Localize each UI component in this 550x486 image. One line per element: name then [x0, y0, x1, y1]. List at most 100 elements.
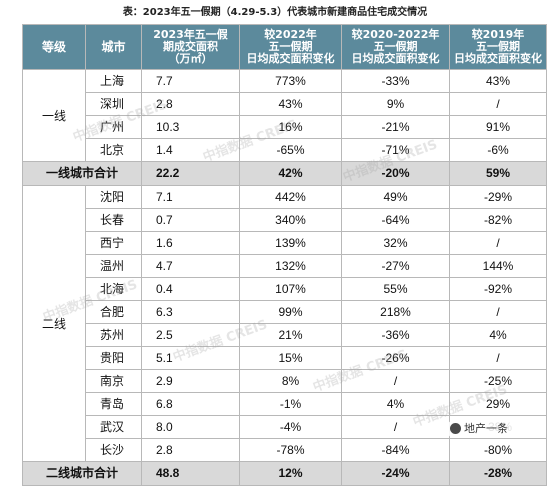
vs2022-cell: -78% [239, 438, 342, 462]
table-row: 长春 0.7 340% -64% -82% [23, 208, 547, 232]
city-cell: 苏州 [85, 323, 142, 347]
area-cell: 10.3 [141, 115, 240, 139]
header-vs2020-2022-line1: 较2020-2022年 [351, 28, 440, 41]
area-cell: 2.8 [141, 438, 240, 462]
total-row: 一线城市合计 22.2 42% -20% 59% [22, 161, 547, 186]
vs2019-cell: -92% [449, 277, 547, 301]
total-vs2019-cell: 59% [449, 161, 547, 186]
area-cell: 2.8 [141, 92, 240, 116]
area-cell: 8.0 [141, 415, 240, 439]
table-row: 北海 0.4 107% 55% -92% [23, 277, 547, 301]
total-vs2020-2022-cell: -20% [341, 161, 450, 186]
city-cell: 温州 [85, 254, 142, 278]
table-row: 贵阳 5.1 15% -26% / [23, 346, 547, 370]
area-cell: 2.9 [141, 369, 240, 393]
vs2020-2022-cell: -36% [341, 323, 450, 347]
vs2020-2022-cell: / [341, 369, 450, 393]
vs2020-2022-cell: 32% [341, 231, 450, 255]
vs2022-cell: 15% [239, 346, 342, 370]
area-cell: 0.4 [141, 277, 240, 301]
vs2020-2022-cell: 55% [341, 277, 450, 301]
total-label: 一线城市合计 [22, 161, 142, 186]
table-row: 温州 4.7 132% -27% 144% [23, 254, 547, 278]
area-cell: 4.7 [141, 254, 240, 278]
transaction-table: 等级 城市 2023年五一假 期成交面积 （万㎡） 较2022年 五一假期 日均… [22, 24, 547, 486]
table-row: 二线 沈阳 7.1 442% 49% -29% [22, 185, 547, 462]
header-vs2022-line2: 五一假期 [268, 40, 313, 53]
vs2022-cell: 139% [239, 231, 342, 255]
city-cell: 西宁 [85, 231, 142, 255]
header-area-line3: （万㎡） [168, 52, 213, 65]
vs2019-cell: / [449, 92, 547, 116]
header-vs2022-line3: 日均成交面积变化 [246, 52, 335, 65]
city-cell: 上海 [85, 69, 142, 93]
total-area-cell: 22.2 [141, 161, 240, 186]
city-cell: 沈阳 [85, 185, 142, 209]
table-row: 长沙 2.8 -78% -84% -80% [23, 438, 547, 462]
vs2019-cell: / [449, 231, 547, 255]
tier-label: 一线 [22, 69, 86, 162]
city-cell: 北海 [85, 277, 142, 301]
table-row: 一线 上海 7.7 773% -33% 43% [22, 69, 547, 162]
city-cell: 长春 [85, 208, 142, 232]
vs2019-cell: 29% [449, 392, 547, 416]
tier-label: 二线 [22, 185, 86, 462]
city-cell: 青岛 [85, 392, 142, 416]
area-cell: 0.7 [141, 208, 240, 232]
vs2022-cell: 442% [239, 185, 342, 209]
city-cell: 贵阳 [85, 346, 142, 370]
city-cell: 南京 [85, 369, 142, 393]
vs2019-cell: -25% [449, 369, 547, 393]
table-body: 一线 上海 7.7 773% -33% 43% 深圳 2.8 43% 9% / 广州 10.3 16% -2… [22, 69, 547, 486]
table-row: 广州 10.3 16% -21% 91% [23, 115, 547, 139]
vs2022-cell: 773% [239, 69, 342, 93]
city-cell: 合肥 [85, 300, 142, 324]
header-vs2019-line3: 日均成交面积变化 [454, 52, 542, 65]
total-vs2019-cell: -28% [449, 461, 547, 486]
table-row: 南京 2.9 8% / -25% [23, 369, 547, 393]
vs2019-cell: 91% [449, 115, 547, 139]
header-area-line1: 2023年五一假 [153, 28, 228, 41]
vs2019-cell: -6% [449, 138, 547, 162]
city-cell: 长沙 [85, 438, 142, 462]
vs2020-2022-cell: -33% [341, 69, 450, 93]
city-cell: 深圳 [85, 92, 142, 116]
vs2022-cell: 8% [239, 369, 342, 393]
area-cell: 6.8 [141, 392, 240, 416]
vs2022-cell: -65% [239, 138, 342, 162]
total-vs2022-cell: 42% [239, 161, 342, 186]
city-cell: 武汉 [85, 415, 142, 439]
table-row: 苏州 2.5 21% -36% 4% [23, 323, 547, 347]
area-cell: 2.5 [141, 323, 240, 347]
badge-label: 地产一条 [464, 422, 508, 435]
vs2022-cell: 21% [239, 323, 342, 347]
area-cell: 6.3 [141, 300, 240, 324]
area-cell: 7.1 [141, 185, 240, 209]
total-label: 二线城市合计 [22, 461, 142, 486]
vs2020-2022-cell: -21% [341, 115, 450, 139]
table-row: 合肥 6.3 99% 218% / [23, 300, 547, 324]
vs2020-2022-cell: 9% [341, 92, 450, 116]
vs2019-cell: 4% [449, 323, 547, 347]
vs2020-2022-cell: / [341, 415, 450, 439]
header-vs2019: 较2019年 五一假期 日均成交面积变化 [449, 24, 547, 70]
area-cell: 1.4 [141, 138, 240, 162]
header-vs2020-2022-line3: 日均成交面积变化 [351, 52, 440, 65]
vs2019-cell: -82% [449, 208, 547, 232]
vs2022-cell: 43% [239, 92, 342, 116]
vs2020-2022-cell: 218% [341, 300, 450, 324]
header-vs2019-line2: 五一假期 [476, 40, 520, 53]
header-vs2020-2022: 较2020-2022年 五一假期 日均成交面积变化 [341, 24, 450, 70]
table-row: 青岛 6.8 -1% 4% 29% [23, 392, 547, 416]
header-city: 城市 [85, 24, 142, 70]
header-vs2022-line1: 较2022年 [264, 28, 317, 41]
total-row: 二线城市合计 48.8 12% -24% -28% [22, 461, 547, 486]
area-cell: 5.1 [141, 346, 240, 370]
vs2020-2022-cell: -84% [341, 438, 450, 462]
city-cell: 广州 [85, 115, 142, 139]
vs2022-cell: 16% [239, 115, 342, 139]
vs2019-cell: -80% [449, 438, 547, 462]
header-vs2020-2022-line2: 五一假期 [373, 40, 418, 53]
header-vs2019-line1: 较2019年 [471, 28, 525, 41]
vs2022-cell: 340% [239, 208, 342, 232]
